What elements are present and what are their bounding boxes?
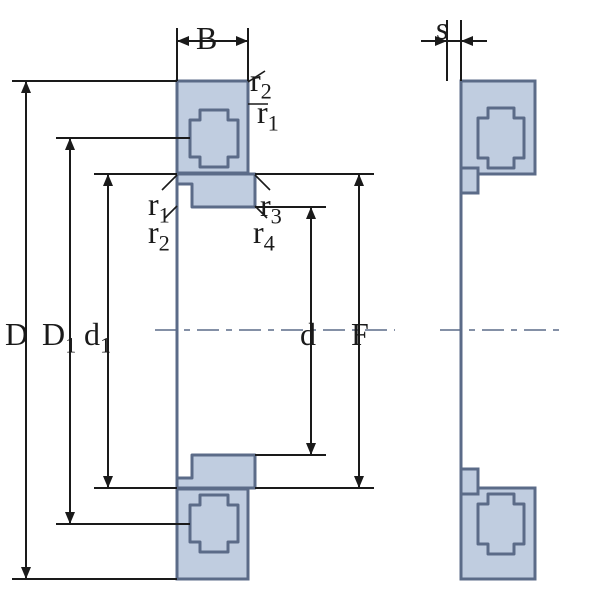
dim-label-D1: D1 <box>42 318 76 357</box>
dim-label-d: d <box>300 318 316 350</box>
dim-label-D: D <box>5 318 28 350</box>
dim-label-d1: d1 <box>84 318 111 357</box>
corner-label-r2-mid: r2 <box>148 216 170 255</box>
corner-label-r4: r4 <box>253 216 275 255</box>
corner-label-r1-top: r1 <box>257 96 279 135</box>
dim-label-F: F <box>351 318 369 350</box>
bearing-diagram <box>0 0 600 600</box>
dim-label-B: B <box>196 22 217 54</box>
dim-label-s: s <box>436 12 448 44</box>
